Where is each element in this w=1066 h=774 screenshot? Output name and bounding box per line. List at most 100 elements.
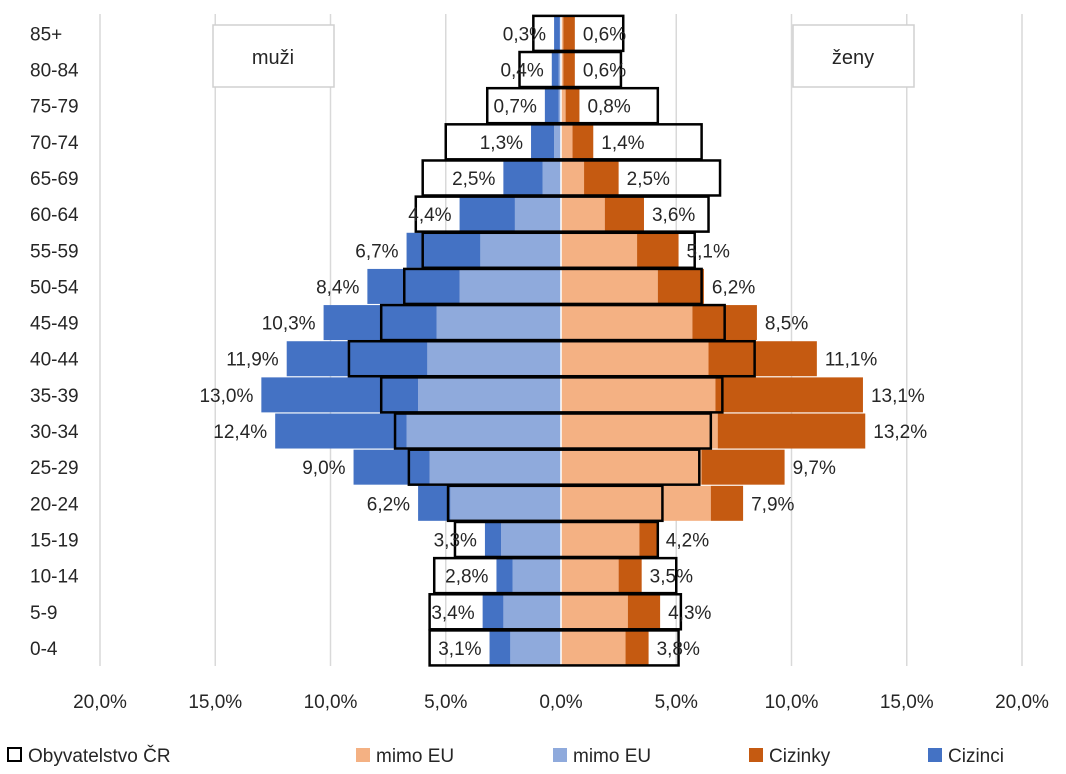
male-data-label: 11,9%: [226, 350, 279, 371]
bars: [261, 14, 866, 666]
female-bar: [561, 594, 628, 630]
data-labels: 3,1% 3,8% 3,4% 4,3% 2,8% 3,5% 3,3% 4,2% 6,2% 7,9%…: [199, 24, 927, 660]
female-side-label: ženy: [792, 24, 915, 88]
male-data-label: 2,8%: [445, 567, 488, 588]
female-bar: [561, 413, 718, 449]
legend-label: mimo EU: [376, 746, 454, 767]
male-bar: [503, 160, 543, 196]
male-data-label: 9,0%: [302, 458, 345, 479]
female-bar: [717, 413, 866, 449]
female-bar: [625, 630, 649, 666]
female-bar: [604, 196, 644, 232]
legend: Obyvatelstvo ČR mimo EU mimo EU Cizinky Cizi…: [7, 745, 1004, 767]
legend-item: Obyvatelstvo ČR: [7, 745, 171, 767]
male-data-label: 3,1%: [438, 639, 481, 660]
male-side-label: muži: [212, 24, 335, 88]
x-axis-labels: 20,0% 15,0% 10,0% 5,0% 0,0% 5,0% 10,0% 15,0% 20,…: [73, 692, 1049, 713]
male-bar: [418, 485, 451, 521]
female-bar: [561, 124, 573, 160]
legend-label: Obyvatelstvo ČR: [28, 745, 171, 767]
male-bar: [544, 88, 559, 124]
male-bar: [275, 413, 407, 449]
female-data-label: 3,8%: [657, 639, 700, 660]
female-data-label: 4,3%: [668, 603, 711, 624]
female-data-label: 2,5%: [627, 169, 670, 190]
y-tick-label: 25-29: [30, 458, 79, 479]
male-data-label: 1,3%: [480, 133, 523, 154]
female-bar: [563, 15, 575, 51]
female-data-label: 3,5%: [650, 567, 693, 588]
male-bar: [558, 88, 561, 124]
male-data-label: 2,5%: [452, 169, 495, 190]
x-tick-label: 20,0%: [995, 692, 1049, 713]
male-bar: [489, 630, 511, 666]
female-data-label: 0,6%: [583, 24, 626, 45]
female-data-label: 6,2%: [712, 277, 755, 298]
male-bar: [406, 232, 481, 268]
population-outlines: [347, 14, 756, 667]
y-tick-label: 45-49: [30, 314, 79, 335]
male-bar: [480, 232, 561, 268]
male-bar: [551, 52, 559, 88]
female-bar: [561, 485, 711, 521]
legend-label: Cizinci: [948, 746, 1004, 767]
female-bar: [561, 305, 693, 341]
male-bar: [353, 449, 430, 485]
legend-swatch: [553, 748, 567, 762]
male-bar: [450, 485, 561, 521]
legend-item: Cizinci: [928, 746, 1004, 767]
female-data-label: 0,6%: [583, 61, 626, 82]
female-bar: [701, 449, 785, 485]
male-data-label: 0,4%: [500, 61, 543, 82]
female-bar: [639, 521, 658, 557]
female-bar: [561, 341, 709, 377]
female-bar: [708, 341, 817, 377]
male-bar: [427, 341, 561, 377]
legend-label: Cizinky: [769, 746, 831, 767]
legend-label: mimo EU: [573, 746, 651, 767]
y-tick-label: 35-39: [30, 386, 79, 407]
y-tick-label: 15-19: [30, 530, 79, 551]
male-bar: [482, 594, 504, 630]
x-tick-label: 15,0%: [880, 692, 934, 713]
male-bar: [554, 124, 561, 160]
male-bar: [554, 15, 560, 51]
male-data-label: 13,0%: [199, 386, 253, 407]
male-label-text: muži: [252, 47, 294, 69]
female-bar: [561, 630, 626, 666]
male-bar: [418, 377, 561, 413]
x-tick-label: 10,0%: [765, 692, 819, 713]
male-data-label: 3,3%: [434, 530, 477, 551]
male-bar: [542, 160, 561, 196]
female-data-label: 0,8%: [587, 97, 630, 118]
legend-item: mimo EU: [356, 746, 454, 767]
female-bar: [561, 196, 605, 232]
female-bar: [572, 124, 594, 160]
female-data-label: 3,6%: [652, 205, 695, 226]
female-bar: [561, 377, 716, 413]
x-tick-label: 5,0%: [424, 692, 467, 713]
male-bar: [459, 196, 515, 232]
female-data-label: 11,1%: [825, 350, 878, 371]
y-tick-label: 40-44: [30, 350, 79, 371]
female-bar: [561, 160, 585, 196]
female-bar: [627, 594, 661, 630]
male-bar: [436, 305, 561, 341]
female-bar: [561, 52, 564, 88]
y-tick-label: 50-54: [30, 277, 79, 298]
male-data-label: 3,4%: [431, 603, 474, 624]
y-tick-label: 0-4: [30, 639, 58, 660]
female-data-label: 9,7%: [793, 458, 836, 479]
female-data-label: 5,1%: [687, 241, 730, 262]
y-tick-label: 85+: [30, 24, 62, 45]
male-bar: [484, 521, 502, 557]
legend-item: mimo EU: [553, 746, 651, 767]
male-bar: [286, 341, 428, 377]
male-bar: [501, 521, 561, 557]
legend-swatch: [7, 747, 22, 762]
female-data-label: 4,2%: [666, 530, 709, 551]
female-data-label: 8,5%: [765, 314, 808, 335]
female-bar: [561, 232, 638, 268]
female-bar: [561, 558, 619, 594]
